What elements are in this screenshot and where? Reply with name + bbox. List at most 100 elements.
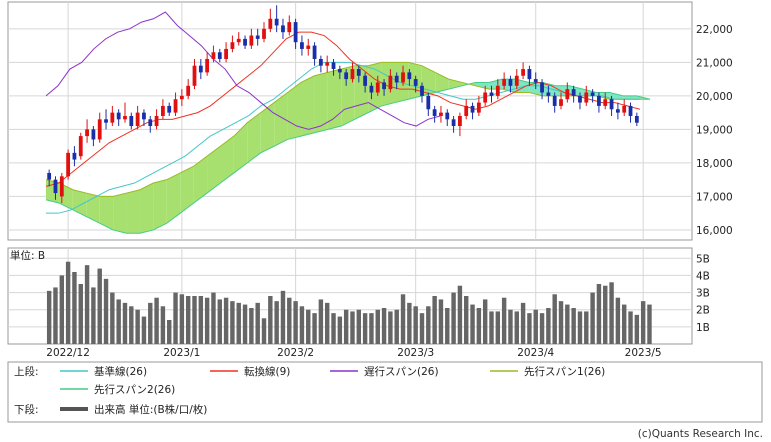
lower-y-tick-label: 1B bbox=[696, 322, 710, 334]
volume-bar bbox=[185, 296, 191, 344]
candle-body bbox=[615, 109, 620, 113]
candle-body bbox=[426, 95, 431, 110]
candle-body bbox=[622, 105, 627, 113]
upper-y-tick-label: 21,000 bbox=[696, 57, 733, 69]
candle-body bbox=[91, 129, 96, 140]
volume-bar bbox=[97, 268, 102, 344]
cloud-segment bbox=[314, 72, 328, 133]
volume-bar bbox=[230, 301, 235, 344]
volume-bar bbox=[489, 311, 494, 344]
volume-bar bbox=[527, 313, 532, 344]
volume-bar bbox=[438, 299, 444, 344]
candle-body bbox=[217, 52, 222, 59]
volume-bar bbox=[46, 290, 52, 344]
cloud-segment bbox=[287, 82, 302, 140]
cloud-segment bbox=[542, 82, 557, 96]
leading-span1-line bbox=[45, 61, 650, 197]
candle-body bbox=[53, 179, 58, 194]
volume-bar bbox=[451, 292, 456, 344]
volume-bar bbox=[84, 265, 90, 344]
volume-bar bbox=[552, 294, 557, 344]
legend-item-label: 転換線(9) bbox=[244, 365, 290, 378]
volume-bar bbox=[565, 304, 570, 344]
cloud-segment bbox=[207, 146, 221, 194]
cloud-segment bbox=[153, 179, 167, 230]
volume-bar bbox=[236, 302, 241, 344]
upper-y-tick-label: 17,000 bbox=[696, 191, 733, 203]
volume-bar bbox=[274, 301, 279, 344]
cloud-segment bbox=[368, 62, 382, 113]
candle-body bbox=[559, 99, 563, 106]
volume-bar bbox=[558, 301, 564, 344]
candle-body bbox=[495, 85, 500, 96]
x-tick-label: 2023/5 bbox=[625, 347, 662, 359]
candle-body bbox=[552, 95, 557, 106]
candle-body bbox=[476, 102, 481, 113]
candle-body bbox=[508, 79, 513, 86]
cloud-segment bbox=[139, 183, 154, 234]
volume-bar bbox=[426, 306, 431, 344]
candle-body bbox=[230, 42, 235, 49]
volume-bar bbox=[249, 308, 254, 344]
candle-body bbox=[565, 89, 570, 100]
x-tick-label: 2022/12 bbox=[46, 347, 90, 359]
upper-y-tick-label: 19,000 bbox=[696, 124, 733, 136]
candle-body bbox=[312, 45, 317, 59]
candle-body bbox=[167, 105, 172, 113]
volume-bar bbox=[647, 304, 652, 344]
volume-bar bbox=[148, 302, 153, 344]
volume-bar bbox=[350, 311, 355, 344]
candle-body bbox=[281, 25, 285, 33]
candle-body bbox=[483, 92, 488, 103]
candle-body bbox=[85, 129, 89, 137]
volume-bar bbox=[603, 285, 608, 344]
candle-body bbox=[489, 92, 494, 96]
volume-bar bbox=[596, 284, 602, 344]
volume-bar bbox=[312, 313, 317, 344]
volume-bar bbox=[324, 302, 330, 344]
x-tick-label: 2023/1 bbox=[163, 347, 200, 359]
volume-bar bbox=[287, 297, 292, 344]
candle-body bbox=[148, 119, 153, 127]
volume-bar bbox=[261, 318, 267, 344]
volume-bar bbox=[539, 313, 545, 344]
candle-body bbox=[129, 115, 134, 127]
volume-bar bbox=[546, 308, 551, 344]
volume-bar bbox=[400, 294, 406, 344]
volume-bar bbox=[318, 299, 324, 344]
lower-y-tick-label: 3B bbox=[696, 288, 710, 300]
volume-bar bbox=[482, 299, 488, 344]
candle-body bbox=[521, 69, 525, 76]
candle-body bbox=[609, 99, 614, 110]
volume-bar bbox=[192, 296, 197, 344]
legend-upper-label: 上段: bbox=[14, 365, 39, 378]
cloud-segment bbox=[126, 189, 140, 234]
volume-bar bbox=[135, 309, 140, 344]
upper-y-tick-label: 22,000 bbox=[696, 24, 733, 36]
volume-bar bbox=[110, 292, 115, 344]
volume-unit-label: 単位: B bbox=[10, 249, 45, 262]
cloud-segment bbox=[260, 102, 275, 153]
candle-body bbox=[470, 105, 475, 113]
candle-body bbox=[268, 18, 273, 29]
candle-body bbox=[331, 62, 336, 70]
upper-y-tick-label: 20,000 bbox=[696, 91, 733, 103]
cloud-segment bbox=[99, 196, 114, 230]
leading-span2-line bbox=[45, 78, 651, 234]
volume-bar bbox=[501, 297, 507, 344]
volume-bar bbox=[299, 306, 305, 344]
volume-bar bbox=[590, 292, 595, 344]
volume-bar bbox=[520, 302, 526, 344]
x-tick-label: 2023/4 bbox=[517, 347, 554, 359]
volume-bar bbox=[615, 297, 621, 344]
volume-bar bbox=[640, 301, 646, 344]
candle-body bbox=[47, 172, 52, 180]
candle-body bbox=[590, 92, 595, 96]
candle-body bbox=[249, 35, 254, 46]
volume-bar bbox=[198, 296, 204, 344]
volume-bar bbox=[407, 302, 412, 344]
volume-bar bbox=[280, 290, 286, 344]
cloud-segment bbox=[609, 92, 624, 100]
candle-body bbox=[325, 62, 330, 66]
